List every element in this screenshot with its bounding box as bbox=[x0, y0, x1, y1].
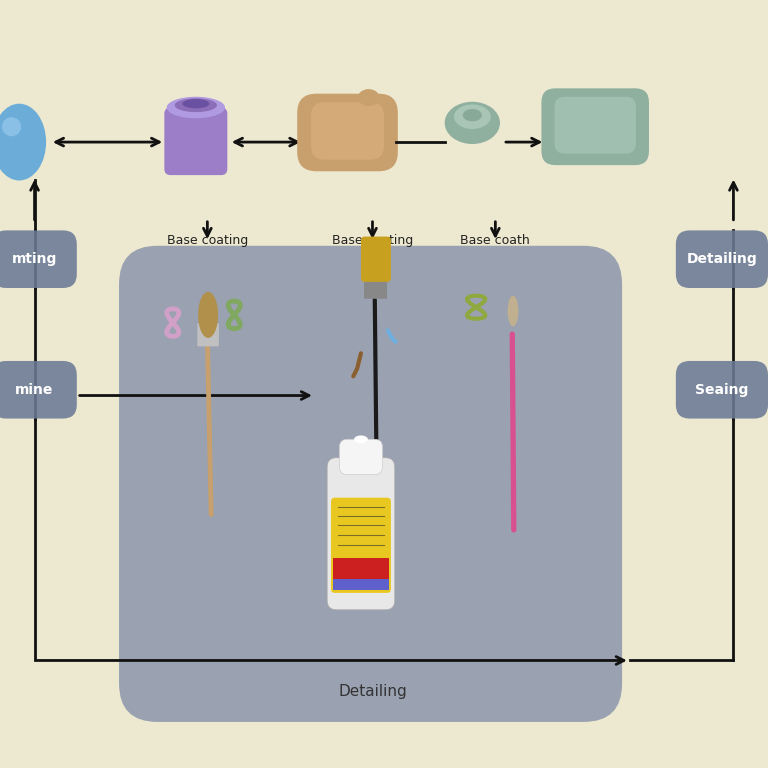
FancyBboxPatch shape bbox=[676, 361, 768, 419]
Text: Detailing: Detailing bbox=[338, 684, 407, 699]
FancyBboxPatch shape bbox=[364, 278, 387, 299]
Ellipse shape bbox=[354, 435, 368, 443]
Ellipse shape bbox=[2, 118, 22, 137]
FancyBboxPatch shape bbox=[0, 361, 77, 419]
FancyBboxPatch shape bbox=[0, 230, 77, 288]
FancyBboxPatch shape bbox=[311, 102, 384, 160]
Ellipse shape bbox=[167, 97, 225, 118]
Ellipse shape bbox=[445, 102, 500, 144]
Text: mine: mine bbox=[15, 382, 54, 397]
FancyBboxPatch shape bbox=[297, 94, 398, 171]
FancyBboxPatch shape bbox=[119, 246, 622, 722]
Bar bbox=[333, 558, 389, 580]
Ellipse shape bbox=[0, 104, 46, 180]
Text: Seaing: Seaing bbox=[695, 382, 749, 397]
Ellipse shape bbox=[174, 98, 217, 112]
FancyBboxPatch shape bbox=[197, 323, 219, 346]
FancyBboxPatch shape bbox=[541, 88, 649, 165]
Ellipse shape bbox=[454, 104, 491, 129]
Ellipse shape bbox=[198, 292, 218, 338]
FancyBboxPatch shape bbox=[361, 237, 391, 282]
Text: Base coath: Base coath bbox=[461, 234, 530, 247]
FancyBboxPatch shape bbox=[554, 97, 636, 154]
Ellipse shape bbox=[462, 109, 482, 121]
Text: Base coating: Base coating bbox=[167, 234, 248, 247]
FancyBboxPatch shape bbox=[339, 439, 382, 475]
FancyBboxPatch shape bbox=[164, 108, 227, 175]
FancyBboxPatch shape bbox=[327, 458, 395, 610]
Ellipse shape bbox=[508, 296, 518, 326]
Ellipse shape bbox=[183, 99, 209, 108]
Text: Detailing: Detailing bbox=[687, 252, 757, 266]
Bar bbox=[333, 579, 389, 590]
Text: Base coating: Base coating bbox=[332, 234, 413, 247]
Text: mting: mting bbox=[12, 252, 58, 266]
FancyBboxPatch shape bbox=[331, 498, 391, 593]
FancyBboxPatch shape bbox=[676, 230, 768, 288]
Ellipse shape bbox=[358, 89, 379, 106]
